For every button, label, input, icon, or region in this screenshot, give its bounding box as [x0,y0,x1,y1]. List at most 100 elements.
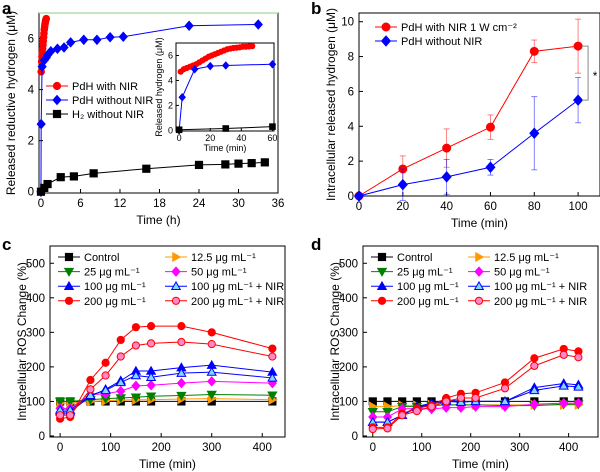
y-tick-label: 300 [26,327,45,339]
data-point [260,158,269,167]
series-c-6 [56,322,277,423]
data-point [471,393,480,403]
data-point [176,391,187,401]
legend-item: 12.5 μg mL⁻¹ [165,251,256,264]
data-point [206,390,217,400]
legend-item: 100 μg mL⁻¹ + NIR [468,280,587,293]
data-point [456,393,466,403]
x-tick-label: 6 [77,198,83,210]
legend-label: Control [397,252,432,264]
inset-series-2 [175,123,276,134]
data-point [194,160,204,170]
data-point [442,143,452,153]
data-point [221,160,230,169]
y-axis-label: Intracellular ROS Change (%) [328,262,342,421]
panel-letter: c [2,235,11,254]
data-point [131,380,141,392]
legend-label: PdH without NIR [72,95,153,107]
data-point [559,350,568,359]
data-point [485,161,496,173]
data-point [206,366,217,376]
legend-label: PdH with NIR [72,81,138,93]
x-tick-label: 24 [193,198,206,210]
data-point [66,411,75,420]
data-point [130,393,142,403]
legend-item: PdH without NIR [46,94,153,107]
x-tick-label: 100 [412,442,431,454]
significance-bracket [582,45,589,101]
panel-b: 0 20 40 60 80 100 0 2 4 6 8 10 Time (min) Intracellul… [324,8,600,230]
y-axis-label: Intracellular released hydrogen (μM) [324,8,338,201]
legend-marker [474,296,484,305]
y-tick-label: 500 [26,258,45,270]
legend-label: 25 μg mL⁻¹ [397,267,453,279]
data-point [412,406,421,416]
data-point [190,64,199,74]
data-point [268,352,277,361]
data-point [247,159,256,168]
x-tick-label: 400 [559,442,578,454]
legend-label: Control [84,252,119,264]
y-tick-label: 6 [348,86,354,98]
data-point [43,179,52,189]
y-tick-label: 0 [28,187,34,199]
data-point [89,169,98,178]
legend-marker [170,280,182,290]
x-tick-label: 300 [510,442,529,454]
y-tick-label: 300 [339,327,358,339]
data-point [65,397,76,407]
data-point [176,367,187,377]
data-point [222,61,230,70]
data-point [101,358,110,367]
series-line [60,325,273,420]
y-tick-label: 100 [26,396,45,408]
data-point [398,411,407,420]
data-point [207,328,216,337]
series-a-1 [36,19,263,197]
x-tick-label: 0 [38,198,44,210]
x-tick-label: 400 [253,442,272,454]
legend-item: 50 μg mL⁻¹ [468,266,550,279]
x-axis-label: Time (min) [452,457,509,471]
legend-item: H₂ without NIR [46,109,144,121]
legend-marker [172,251,182,263]
y-axis-label: Intracellular ROS Change (%) [15,262,29,421]
series-line [60,364,273,413]
data-point [145,392,157,402]
legend-marker [63,267,75,277]
legend-label: 25 μg mL⁻¹ [84,267,140,279]
x-tick-label: 18 [153,198,166,210]
y-tick-label: 4 [348,121,355,133]
legend-label: 12.5 μg mL⁻¹ [494,252,559,264]
legend-marker [376,280,388,290]
legend-marker [52,94,62,106]
data-point [116,335,125,345]
legend-marker [474,266,484,277]
data-point [146,322,156,331]
legend-item: 25 μg mL⁻¹ [58,267,140,279]
data-point [267,372,278,382]
legend-marker [52,109,62,119]
legend-label: 100 μg mL⁻¹ + NIR [191,281,284,293]
panel-letter: d [311,235,321,254]
legend-label: 200 μg mL⁻¹ [397,296,459,308]
legend-marker [377,252,387,262]
x-axis-label: Time (min) [204,143,247,153]
inset-series-0 [177,43,256,75]
data-point [59,42,69,53]
legend-label: 12.5 μg mL⁻¹ [191,252,256,264]
data-point [146,339,156,348]
x-tick-label: 36 [272,198,285,210]
x-tick-label: 20 [205,133,215,143]
data-point [222,125,230,132]
data-point [115,377,126,387]
data-point [253,19,263,30]
data-point [529,46,539,56]
data-point [36,118,46,130]
series-line [178,63,273,131]
x-tick-label: 60 [267,133,277,143]
x-tick-label: 80 [528,201,541,213]
series-a-0 [37,14,51,76]
data-point [368,424,377,434]
data-point [573,397,584,409]
